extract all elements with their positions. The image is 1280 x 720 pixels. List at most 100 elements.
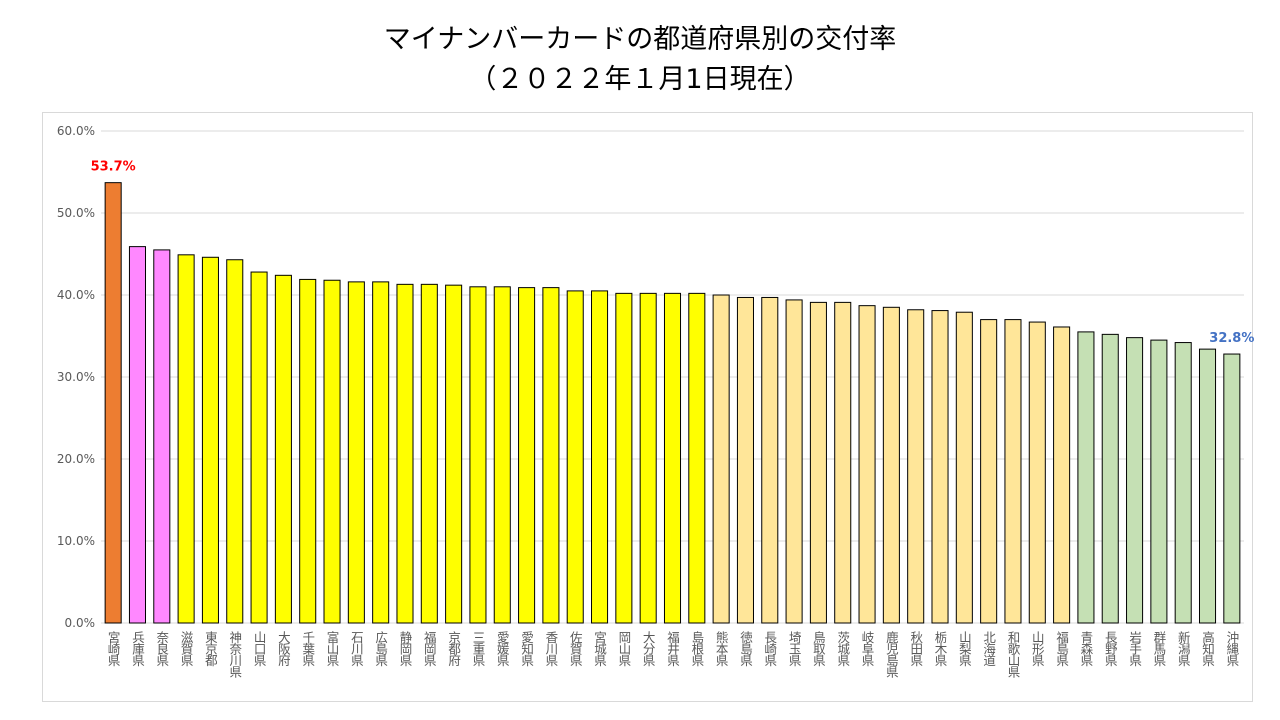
x-tick-label: 鳥取県 [811, 630, 826, 666]
x-tick-label: 石川県 [349, 631, 364, 666]
x-tick-label: 徳島県 [738, 630, 753, 666]
bar-香川県 [542, 287, 560, 624]
x-tick-label: 岩手県 [1127, 630, 1142, 666]
y-tick-label: 40.0% [57, 288, 95, 302]
bar-栃木県 [931, 310, 949, 624]
bar-徳島県 [736, 296, 754, 624]
x-tick-label: 神奈川県 [227, 631, 242, 678]
bar-山口県 [250, 271, 268, 624]
bar-青森県 [1077, 331, 1095, 624]
bar-千葉県 [299, 278, 317, 624]
bar-岐阜県 [858, 305, 876, 624]
bar-佐賀県 [566, 290, 584, 624]
bar-福井県 [663, 292, 682, 624]
bar-三重県 [469, 286, 487, 624]
x-tick-label: 三重県 [470, 631, 485, 666]
x-tick-label: 岡山県 [616, 631, 631, 666]
bar-愛知県 [518, 287, 536, 624]
bar-東京都 [201, 256, 219, 624]
x-tick-label: 長崎県 [762, 631, 777, 666]
bar-広島県 [372, 281, 390, 624]
x-tick-label: 佐賀県 [568, 631, 583, 666]
x-tick-label: 滋賀県 [179, 630, 194, 666]
bar-埼玉県 [785, 299, 803, 624]
bar-福島県 [1053, 326, 1071, 624]
x-tick-label: 静岡県 [397, 631, 412, 666]
x-tick-label: 宮城県 [592, 630, 607, 666]
x-tick-label: 茨城県 [835, 631, 850, 666]
x-tick-label: 福井県 [665, 630, 680, 666]
bar-沖縄県 [1223, 353, 1241, 624]
x-tick-label: 北海道 [981, 631, 996, 666]
bar-鹿児島県 [882, 306, 900, 624]
bar-大阪府 [274, 274, 292, 624]
x-tick-label: 山口県 [252, 631, 267, 666]
x-tick-label: 宮崎県 [106, 630, 121, 666]
bar-鳥取県 [809, 301, 827, 624]
bar-和歌山県 [1004, 319, 1022, 624]
x-tick-label: 大分県 [641, 631, 656, 666]
bar-熊本県 [712, 294, 730, 624]
bar-宮崎県 [104, 182, 122, 624]
x-tick-label: 鹿児島県 [884, 630, 899, 678]
x-tick-label: 長野県 [1103, 631, 1118, 666]
x-tick-label: 群馬県 [1151, 631, 1166, 666]
x-tick-label: 東京都 [203, 631, 218, 666]
x-tick-label: 千葉県 [300, 631, 315, 666]
x-tick-label: 和歌山県 [1005, 631, 1020, 678]
bar-岩手県 [1126, 337, 1144, 624]
bar-石川県 [347, 281, 365, 624]
x-tick-label: 愛知県 [519, 631, 534, 666]
y-tick-label: 10.0% [57, 534, 95, 548]
x-tick-label: 大阪府 [276, 631, 291, 666]
min-value-label: 32.8% [1209, 331, 1254, 346]
x-tick-label: 沖縄県 [1224, 631, 1239, 666]
bar-秋田県 [907, 309, 925, 624]
y-tick-label: 30.0% [57, 370, 95, 384]
chart-title-line1: マイナンバーカードの都道府県別の交付率 [383, 24, 897, 55]
chart-area: 0.0% 10.0% 20.0% 30.0% 40.0% 50.0% 60.0% 宮崎県 兵庫県… [42, 112, 1254, 702]
bar-奈良県 [153, 249, 171, 624]
x-tick-label: 福岡県 [422, 630, 437, 666]
bar-長崎県 [761, 296, 779, 624]
x-tick-label: 新潟県 [1176, 630, 1191, 666]
bar-岡山県 [615, 292, 633, 624]
bar-高知県 [1198, 348, 1217, 624]
bar-山形県 [1028, 321, 1046, 624]
x-tick-label: 兵庫県 [130, 631, 145, 666]
bar-chart: 0.0% 10.0% 20.0% 30.0% 40.0% 50.0% 60.0% 宮崎県 兵庫県… [57, 124, 1254, 678]
y-tick-label: 20.0% [57, 452, 95, 466]
x-tick-label: 愛媛県 [495, 631, 510, 666]
bar-愛媛県 [493, 286, 511, 624]
bar-福岡県 [420, 283, 438, 624]
max-value-label: 53.7% [91, 160, 136, 175]
x-tick-label: 島根県 [689, 630, 704, 666]
x-tick-label: 富山県 [325, 630, 340, 666]
x-tick-label: 山梨県 [957, 631, 972, 666]
x-tick-label: 栃木県 [933, 631, 948, 666]
bar-神奈川県 [226, 259, 244, 624]
bar-新潟県 [1174, 342, 1192, 624]
x-tick-label: 岐阜県 [860, 631, 875, 666]
chart-title-line2: （２０２２年１月1日現在） [469, 64, 811, 95]
bar-兵庫県 [128, 246, 147, 624]
bar-京都府 [445, 284, 463, 624]
x-tick-label: 秋田県 [908, 631, 923, 666]
x-tick-label: 香川県 [543, 631, 558, 666]
x-tick-label: 埼玉県 [787, 631, 802, 666]
x-tick-label: 福島県 [1054, 630, 1069, 666]
x-tick-label: 京都府 [446, 631, 461, 666]
y-tick-label: 50.0% [57, 206, 95, 220]
bar-静岡県 [396, 283, 414, 624]
bar-富山県 [323, 279, 341, 624]
bar-茨城県 [834, 301, 852, 624]
bar-群馬県 [1150, 339, 1168, 624]
bar-島根県 [688, 292, 706, 624]
bar-山梨県 [955, 311, 973, 624]
x-tick-label: 山形県 [1030, 631, 1045, 666]
bar-宮城県 [591, 290, 609, 624]
x-tick-label: 青森県 [1078, 631, 1093, 666]
x-tick-label: 奈良県 [154, 631, 169, 666]
bar-大分県 [639, 292, 657, 624]
bar-滋賀県 [177, 254, 195, 624]
